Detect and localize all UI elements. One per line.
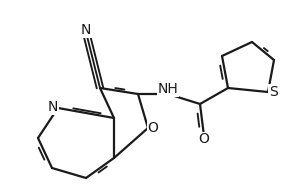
Text: S: S bbox=[269, 85, 278, 99]
Text: N: N bbox=[48, 100, 58, 114]
Text: NH: NH bbox=[158, 82, 179, 96]
Text: O: O bbox=[198, 132, 209, 146]
Text: O: O bbox=[147, 121, 158, 135]
Text: N: N bbox=[81, 24, 91, 37]
